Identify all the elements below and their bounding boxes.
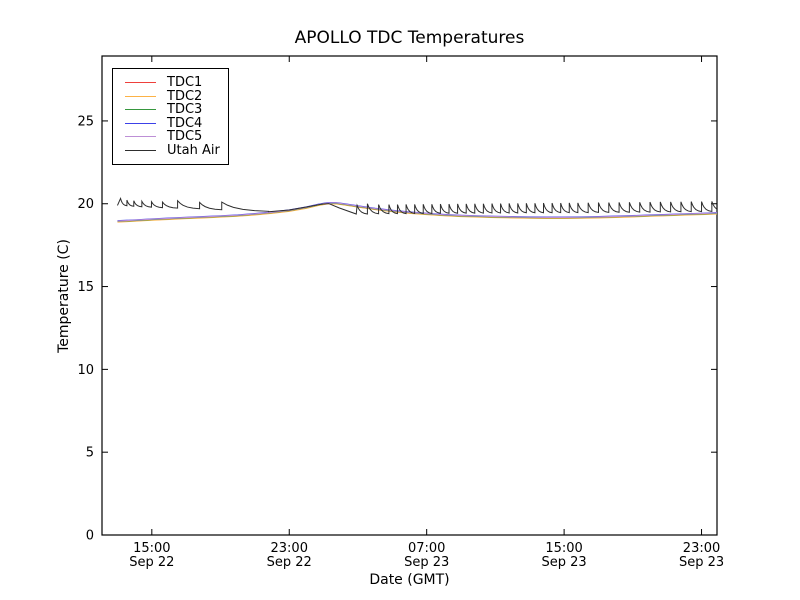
y-axis-label: Temperature (C) <box>56 239 72 353</box>
legend-line-sample <box>125 136 156 138</box>
legend-line-sample <box>125 82 156 84</box>
x-tick-label-time: 15:00 <box>545 541 582 556</box>
y-tick-label: 10 <box>77 363 94 378</box>
legend-line-sample <box>125 95 156 97</box>
legend-line-sample <box>125 109 156 111</box>
legend-line-sample <box>125 122 156 124</box>
y-tick-label: 25 <box>77 114 94 129</box>
series-utah-air <box>117 197 717 215</box>
series-group <box>117 197 717 223</box>
y-tick-label: 0 <box>86 529 94 544</box>
legend-item-utah-air: Utah Air <box>113 144 228 158</box>
legend: TDC1 TDC2 TDC3 TDC4 TDC5 Utah Air <box>112 68 229 165</box>
x-tick-label-date: Sep 23 <box>404 555 449 570</box>
legend-item-tdc1: TDC1 <box>113 76 228 90</box>
legend-label: Utah Air <box>167 142 220 158</box>
axes-frame <box>101 55 718 536</box>
legend-label: TDC4 <box>167 115 203 131</box>
series-TDC2 <box>117 203 717 223</box>
x-tick-label-date: Sep 23 <box>542 555 587 570</box>
legend-item-tdc3: TDC3 <box>113 103 228 117</box>
legend-label: TDC5 <box>167 129 203 145</box>
y-tick-label: 20 <box>77 197 94 212</box>
legend-label: TDC3 <box>167 102 203 118</box>
legend-line-sample <box>125 149 156 151</box>
legend-item-tdc2: TDC2 <box>113 90 228 104</box>
x-tick-label-date: Sep 22 <box>267 555 312 570</box>
legend-item-tdc5: TDC5 <box>113 130 228 144</box>
legend-label: TDC1 <box>167 75 203 91</box>
x-tick-label-time: 15:00 <box>133 541 170 556</box>
x-tick-label-time: 23:00 <box>271 541 308 556</box>
chart-title: APOLLO TDC Temperatures <box>294 28 525 48</box>
x-tick-label-date: Sep 22 <box>129 555 174 570</box>
y-tick-label: 15 <box>77 280 94 295</box>
x-tick-label-date: Sep 23 <box>679 555 724 570</box>
y-tick-label: 5 <box>86 446 94 461</box>
x-tick-label-time: 23:00 <box>683 541 720 556</box>
legend-label: TDC2 <box>167 88 203 104</box>
x-tick-label-time: 07:00 <box>408 541 445 556</box>
x-axis-label: Date (GMT) <box>369 572 450 588</box>
legend-item-tdc4: TDC4 <box>113 117 228 131</box>
